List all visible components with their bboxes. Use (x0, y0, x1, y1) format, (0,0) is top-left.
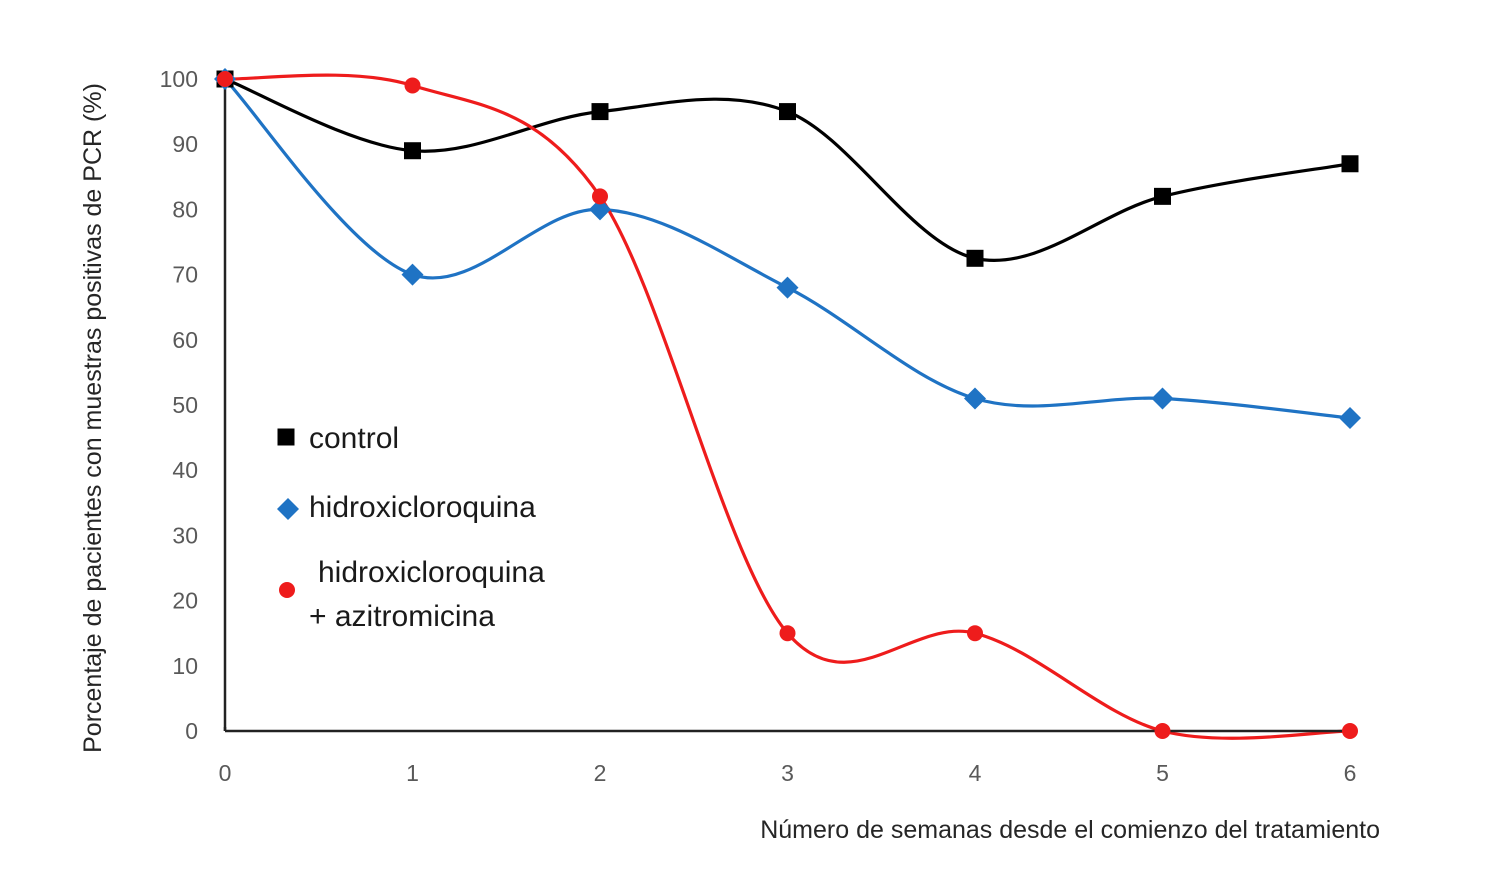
y-tick-label: 0 (185, 718, 198, 744)
point-hidroxicloroquina-azitromicina (1154, 723, 1171, 739)
legend-item-control: control (277, 422, 399, 455)
x-axis-title: Número de semanas desde el comienzo del … (760, 816, 1380, 844)
point-control (966, 249, 984, 267)
y-tick-label: 50 (172, 392, 198, 418)
y-tick-label: 30 (172, 522, 198, 548)
x-tick-label: 0 (219, 760, 232, 786)
x-tick-labels: 0 1 2 3 4 5 6 (219, 760, 1357, 786)
point-hidroxicloroquina-azitromicina (217, 71, 233, 87)
legend-item-hidroxicloroquina: hidroxicloroquina (277, 491, 536, 524)
y-tick-label: 60 (172, 327, 198, 353)
point-hidroxicloroquina (589, 198, 611, 221)
y-tick-label: 70 (172, 262, 198, 288)
y-tick-labels: 0 10 20 30 40 50 60 70 80 90 100 (160, 66, 198, 744)
y-tick-label: 20 (172, 588, 198, 614)
y-tick-label: 80 (172, 196, 198, 222)
point-hidroxicloroquina (964, 387, 986, 410)
x-tick-label: 1 (406, 760, 419, 786)
point-control (404, 142, 421, 160)
legend-label: + azitromicina (309, 600, 495, 633)
legend-label: hidroxicloroquina (309, 491, 536, 524)
y-axis-title: Porcentaje de pacientes con muestras pos… (79, 83, 107, 753)
point-control (591, 103, 609, 121)
data-points (214, 68, 1361, 739)
point-control (1341, 155, 1359, 173)
y-tick-label: 10 (172, 653, 198, 679)
point-control (1154, 187, 1171, 205)
point-hidroxicloroquina (1339, 407, 1361, 430)
legend-label: hidroxicloroquina (318, 556, 545, 589)
y-tick-label: 90 (172, 131, 198, 157)
trend-line-hidroxicloroquina (223, 77, 1351, 420)
point-hidroxicloroquina-azitromicina (967, 625, 983, 642)
legend-marker (279, 582, 295, 598)
trend-line-hidroxicloroquina-azitromicina (224, 73, 1351, 740)
point-hidroxicloroquina-azitromicina (592, 188, 608, 205)
point-hidroxicloroquina (1151, 387, 1174, 410)
legend-marker (277, 498, 299, 520)
point-hidroxicloroquina-azitromicina (1342, 723, 1358, 739)
legend-label: control (309, 422, 399, 455)
x-tick-label: 3 (781, 760, 794, 786)
x-tick-label: 6 (1344, 760, 1357, 786)
x-tick-label: 5 (1156, 760, 1169, 786)
legend-item-hidroxicloroquina-azitromicina: hidroxicloroquina + azitromicina (279, 556, 545, 633)
x-tick-label: 4 (969, 760, 982, 786)
point-hidroxicloroquina-azitromicina (779, 625, 796, 642)
point-control (779, 103, 796, 121)
legend: controlhidroxicloroquinahidroxicloroquin… (277, 422, 545, 633)
point-hidroxicloroquina-azitromicina (404, 77, 421, 94)
point-hidroxicloroquina (776, 276, 799, 299)
y-tick-label: 100 (160, 66, 198, 92)
point-hidroxicloroquina (401, 263, 424, 286)
legend-marker (277, 428, 295, 446)
y-tick-label: 40 (172, 457, 198, 483)
x-tick-label: 2 (594, 760, 607, 786)
